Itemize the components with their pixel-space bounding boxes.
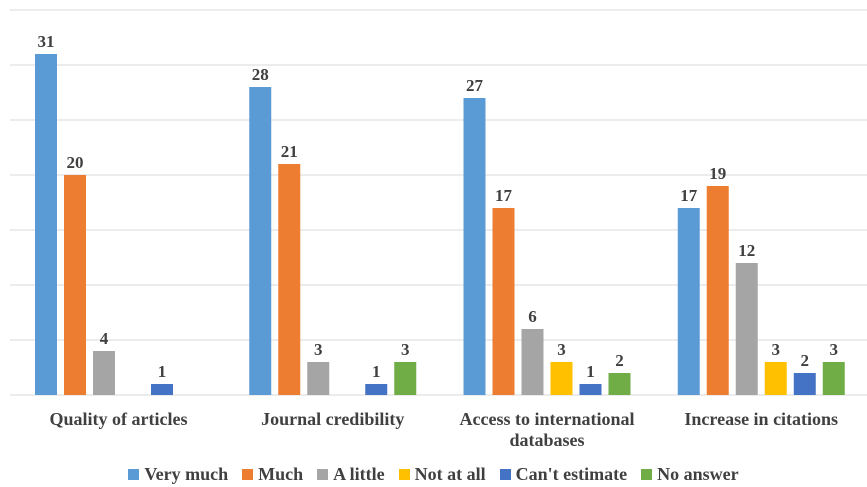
bar: [579, 384, 602, 395]
data-label: 3: [830, 340, 839, 359]
bar: [151, 384, 173, 395]
category-label: databases: [509, 430, 584, 450]
data-label: 1: [586, 362, 595, 381]
bar: [677, 208, 700, 395]
data-label: 12: [738, 241, 755, 260]
data-label: 6: [528, 307, 537, 326]
legend-swatch: [499, 468, 511, 480]
bar: [365, 384, 388, 395]
bar: [463, 98, 486, 395]
legend-swatch: [128, 468, 140, 480]
legend-label: A little: [333, 463, 385, 484]
legend-swatch: [317, 468, 329, 480]
data-label: 31: [38, 32, 55, 51]
legend-swatch: [242, 468, 254, 480]
legend-label: Not at all: [414, 463, 486, 484]
data-label: 2: [801, 351, 810, 370]
category-label: Quality of articles: [50, 409, 188, 429]
bar: [735, 263, 758, 395]
legend-label: Very much: [144, 463, 229, 484]
data-label: 17: [495, 186, 513, 205]
bar: [35, 54, 57, 395]
data-label: 1: [372, 362, 381, 381]
data-label: 3: [772, 340, 781, 359]
data-label: 4: [100, 329, 109, 348]
category-label: Access to international: [460, 409, 635, 429]
bar: [521, 329, 544, 395]
category-label: Increase in citations: [684, 409, 838, 429]
legend-item: Can't estimate: [499, 463, 628, 485]
bar: [492, 208, 515, 395]
bar: [307, 362, 330, 395]
data-label: 3: [557, 340, 566, 359]
data-label: 1: [158, 362, 167, 381]
legend: Very much Much A little Not at all Can't est…: [0, 462, 867, 486]
data-label: 19: [709, 164, 726, 183]
bars: [35, 54, 845, 395]
legend-swatch: [398, 468, 410, 480]
bar: [550, 362, 573, 395]
data-label: 3: [314, 340, 323, 359]
data-label: 17: [680, 186, 698, 205]
legend-item: Not at all: [398, 463, 486, 485]
bar: [278, 164, 301, 395]
category-label: Journal credibility: [261, 409, 404, 429]
data-label: 27: [466, 76, 484, 95]
legend-swatch: [641, 468, 653, 480]
bar: [64, 175, 86, 395]
legend-item: A little: [317, 464, 385, 485]
bar: [764, 362, 787, 395]
legend-label: Much: [258, 463, 304, 484]
legend-item: Much: [242, 464, 303, 485]
bar: [608, 373, 631, 395]
data-label: 20: [67, 153, 84, 172]
data-label: 28: [252, 65, 269, 84]
legend-item: No answer: [641, 464, 739, 485]
bar: [793, 373, 816, 395]
category-labels: Quality of articles Journal credibility Ac…: [50, 409, 839, 450]
legend-label: Can't estimate: [515, 463, 628, 484]
data-label: 3: [401, 340, 410, 359]
data-label: 21: [281, 142, 298, 161]
bar: [249, 87, 272, 395]
bar: [706, 186, 729, 395]
bar: [822, 362, 845, 395]
legend-label: No answer: [657, 463, 739, 484]
legend-item: Very much: [128, 464, 228, 485]
bar: [394, 362, 417, 395]
bar: [93, 351, 115, 395]
data-label: 2: [615, 351, 624, 370]
gridlines: [10, 9, 867, 396]
